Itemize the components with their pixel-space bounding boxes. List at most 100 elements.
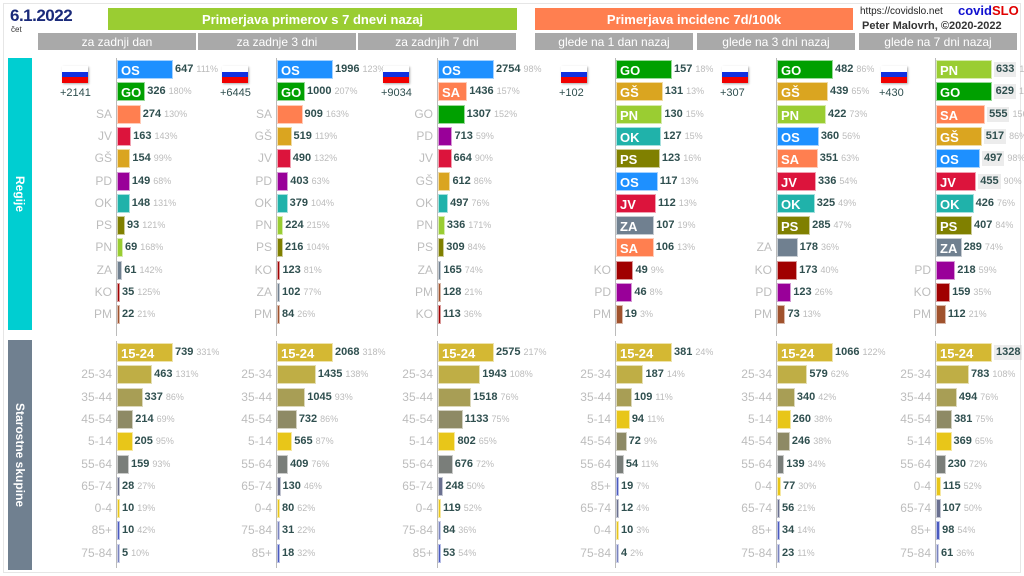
bar-OS: OS [936, 149, 980, 169]
value-label: 22 [122, 308, 135, 321]
value-label: 119 [443, 502, 461, 515]
category-label: KO [94, 285, 112, 299]
value-label: 214 [135, 412, 154, 425]
value-label: 148 [131, 196, 151, 209]
category-label: JV [257, 151, 272, 166]
value-label: 115 [942, 479, 961, 492]
bar-GŠ: GŠ [777, 82, 828, 102]
slovenia-flag-icon [722, 66, 748, 83]
percent-label: 122% [862, 347, 886, 357]
value-label: 149 [131, 174, 151, 187]
value-label: 409 [290, 457, 309, 470]
bar-label: SA [781, 152, 800, 168]
category-label: PM [754, 307, 772, 322]
category-label: OK [254, 195, 272, 210]
brand-logo: covidSLO [958, 3, 1019, 18]
bar-PM [936, 305, 946, 325]
percent-label: 38% [814, 413, 833, 424]
percent-label: 49% [838, 197, 857, 208]
percent-label: 21% [797, 503, 816, 514]
section-ages: Starostne skupine [8, 340, 32, 570]
bar-25-34 [277, 365, 316, 385]
value-label: 426 [975, 196, 995, 209]
value-label: 713 [454, 129, 473, 142]
value-label: 676 [454, 457, 474, 470]
bar-label: PN [940, 63, 959, 78]
bar-label: GO [781, 63, 802, 78]
category-label: 65-74 [402, 478, 433, 493]
percent-label: 121% [142, 220, 166, 231]
percent-label: 36% [458, 525, 477, 536]
category-label: 65-74 [580, 501, 611, 516]
category-label: 35-44 [741, 389, 772, 404]
value-label: 187 [645, 368, 664, 381]
section-label: Regije [13, 175, 28, 213]
percent-label: 90% [474, 153, 493, 164]
value-label: 53 [443, 546, 456, 559]
bar-PN [117, 238, 123, 258]
bar-15-24: 15-24 [777, 343, 833, 362]
bar-label: OS [281, 63, 300, 78]
percent-label: 75% [975, 413, 994, 424]
bar-0-4 [936, 476, 941, 496]
value-label: 246 [791, 435, 811, 448]
bar-KO [438, 305, 441, 325]
bar-45-54 [438, 409, 463, 429]
value-label: 61 [124, 263, 137, 276]
bar-GO: GO [777, 60, 833, 79]
bar-45-54 [277, 409, 297, 429]
bar-PN [438, 216, 445, 236]
bar-75-84 [936, 543, 939, 563]
bar-label: SA [620, 241, 639, 257]
bar-35-44 [277, 387, 306, 407]
bar-85+ [117, 521, 120, 541]
site-url[interactable]: https://covidslo.net [860, 6, 943, 17]
category-label: 85+ [751, 523, 772, 538]
bar-PD [277, 171, 289, 191]
percent-label: 13% [678, 197, 697, 208]
axis-line [276, 58, 277, 336]
category-label: PD [416, 128, 433, 143]
bar-75-84 [777, 543, 780, 563]
category-label: 65-74 [741, 501, 772, 516]
value-label: 123 [282, 263, 301, 276]
percent-label: 108% [992, 369, 1016, 380]
tab-last-day: za zadnji dan [38, 33, 196, 50]
value-label: 439 [830, 85, 849, 98]
bar-65-74 [936, 499, 941, 519]
category-label: 65-74 [900, 501, 931, 516]
category-label: PM [593, 307, 611, 322]
value-label: 1066 [835, 346, 860, 358]
category-label: 85+ [91, 523, 112, 538]
bar-OK: OK [936, 193, 974, 213]
date: 6.1.2022 [10, 6, 73, 25]
bar-GO: GO [277, 82, 306, 102]
value-label: 739 [175, 346, 194, 358]
value-label: 139 [786, 457, 805, 470]
bar-label: OS [620, 174, 639, 190]
bar-JV: JV [777, 171, 817, 191]
bar-label: 15-24 [442, 346, 476, 361]
tab-vs-7-days: glede na 7 dni nazaj [859, 33, 1017, 50]
percent-label: 3% [636, 525, 650, 536]
value-label: 1000 [307, 85, 332, 98]
percent-label: 34% [807, 458, 826, 469]
bar-0-4 [777, 476, 782, 496]
category-label: KO [913, 285, 931, 299]
percent-label: 142% [139, 264, 163, 275]
value-label: 73 [787, 308, 800, 321]
category-label: KO [254, 262, 272, 277]
bar-25-34 [438, 365, 481, 385]
bar-25-34 [616, 365, 644, 385]
bar-75-84 [438, 521, 441, 541]
category-label: 35-44 [580, 389, 611, 404]
axis-line [776, 341, 777, 568]
category-label: 65-74 [241, 478, 272, 493]
percent-label: 3% [640, 309, 654, 320]
total-change: +102 [559, 87, 584, 99]
value-label: 163 [133, 129, 152, 142]
bar-GŠ [277, 126, 292, 146]
percent-label: 13% [686, 86, 705, 97]
bar-JV [277, 149, 291, 169]
value-label: 224 [285, 219, 304, 232]
